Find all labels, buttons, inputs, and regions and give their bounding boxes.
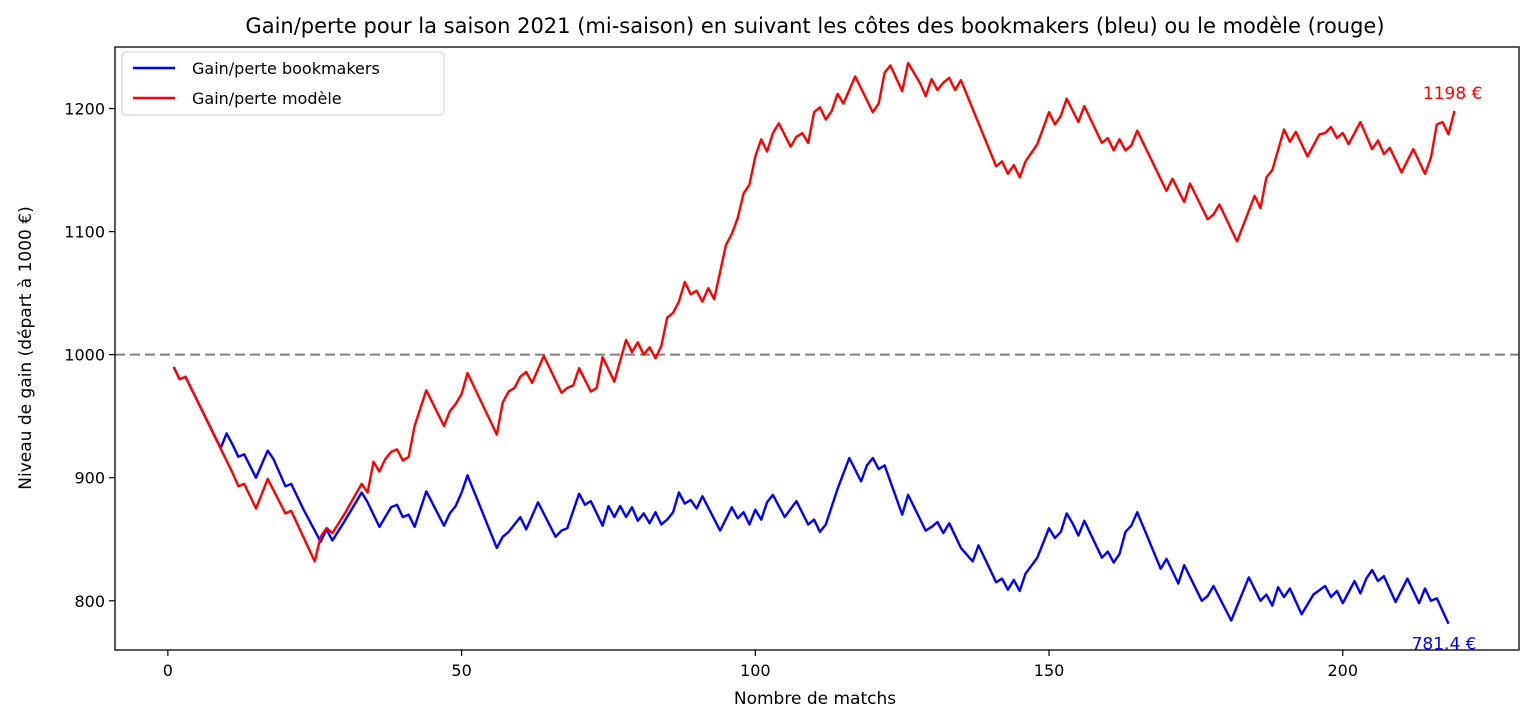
end-label-bookmakers: 781.4 € [1412,635,1477,655]
chart-title: Gain/perte pour la saison 2021 (mi-saiso… [245,14,1384,38]
y-tick-label: 1000 [64,346,105,365]
y-tick-label: 800 [74,592,105,611]
legend-box [121,51,445,116]
y-tick-label: 1200 [64,100,105,119]
x-tick-label: 50 [451,661,471,680]
x-tick-label: 0 [163,661,173,680]
legend-label-modele: Gain/perte modèle [192,89,342,108]
y-tick-label: 900 [74,469,105,488]
plot-area [115,61,1519,625]
plot-frame [114,46,1520,651]
y-axis: 800 900 1000 1100 1200 [64,100,115,611]
x-tick-label: 150 [1034,661,1065,680]
legend: Gain/perte bookmakers Gain/perte modèle [121,51,445,116]
legend-label-bookmakers: Gain/perte bookmakers [192,59,380,78]
x-axis: 0 50 100 150 200 [163,650,1358,680]
series-line-bookmakers [172,366,1450,625]
series-line-modele [172,61,1456,563]
x-tick-label: 200 [1327,661,1358,680]
x-tick-label: 100 [740,661,771,680]
x-axis-label: Nombre de matchs [734,689,896,709]
y-tick-label: 1100 [64,223,105,242]
y-axis-label: Niveau de gain (départ à 1000 €) [16,206,36,489]
end-label-modele: 1198 € [1423,84,1482,104]
